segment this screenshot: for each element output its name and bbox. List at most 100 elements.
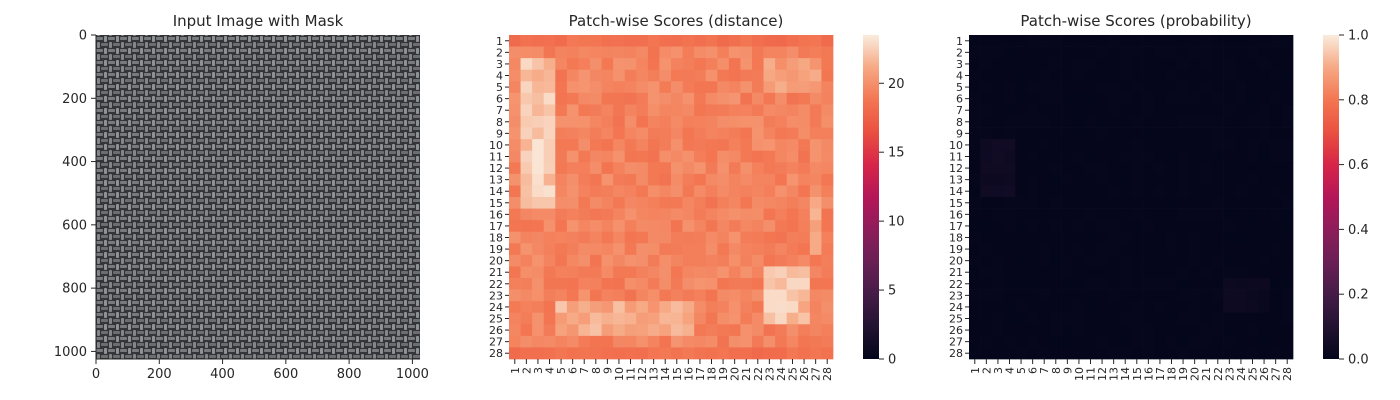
y-tick-label: 20 bbox=[949, 255, 963, 268]
heatmap-cell bbox=[613, 173, 626, 186]
heatmap-cell bbox=[1246, 266, 1259, 279]
heatmap-cell bbox=[682, 266, 695, 279]
heatmap-cell bbox=[694, 289, 707, 302]
y-tick-label: 7 bbox=[956, 104, 963, 117]
heatmap-cell bbox=[694, 243, 707, 256]
y-tick-label: 21 bbox=[489, 266, 503, 279]
heatmap-cell bbox=[740, 35, 753, 47]
heatmap-cell bbox=[613, 185, 626, 198]
heatmap-cell bbox=[786, 46, 799, 59]
heatmap-cell bbox=[1246, 243, 1259, 256]
heatmap-cell bbox=[1154, 150, 1167, 163]
heatmap-cell bbox=[601, 266, 614, 279]
heatmap-cell bbox=[636, 58, 649, 71]
heatmap-cell bbox=[1223, 58, 1236, 71]
heatmap-cell bbox=[1235, 220, 1248, 233]
heatmap-cell bbox=[647, 243, 660, 256]
y-tick-label: 5 bbox=[496, 81, 503, 94]
heatmap-cell bbox=[566, 81, 579, 94]
heatmap-cell bbox=[1177, 208, 1190, 221]
heatmap-cell bbox=[992, 347, 1005, 360]
heatmap-cell bbox=[740, 208, 753, 221]
heatmap-cell bbox=[590, 231, 602, 244]
heatmap-cell bbox=[980, 243, 993, 256]
y-tick-label: 10 bbox=[949, 139, 963, 152]
heatmap-cell bbox=[1107, 127, 1120, 140]
heatmap-cell bbox=[578, 289, 591, 302]
heatmap-cell bbox=[509, 220, 521, 233]
heatmap-cell bbox=[992, 324, 1005, 337]
heatmap-cell bbox=[1096, 312, 1109, 325]
heatmap-cell bbox=[821, 58, 834, 71]
heatmap-cell bbox=[980, 324, 993, 337]
heatmap-cell bbox=[601, 127, 614, 140]
colorbar-tick-label: 10 bbox=[888, 215, 905, 230]
heatmap-cell bbox=[1003, 150, 1016, 163]
heatmap-cell bbox=[601, 324, 614, 337]
heatmap-cell bbox=[1212, 116, 1224, 128]
heatmap-cell bbox=[1200, 347, 1213, 360]
heatmap-cell bbox=[1212, 185, 1224, 198]
heatmap-cell bbox=[509, 81, 521, 94]
heatmap-cell bbox=[821, 335, 834, 348]
heatmap-cell bbox=[671, 46, 683, 59]
heatmap-cell bbox=[1073, 81, 1086, 94]
heatmap-cell bbox=[1177, 254, 1190, 267]
heatmap-cell bbox=[1038, 335, 1051, 348]
heatmap-cell bbox=[636, 335, 649, 348]
heatmap-cell bbox=[1223, 312, 1236, 325]
probability-colorbar-ticks: 0.00.20.40.60.81.0 bbox=[1339, 29, 1369, 368]
heatmap-cell bbox=[1281, 347, 1294, 360]
heatmap-cell bbox=[1119, 162, 1132, 175]
heatmap-cell bbox=[590, 127, 602, 140]
heatmap-cell bbox=[543, 347, 556, 360]
heatmap-cell bbox=[671, 301, 683, 314]
heatmap-cell bbox=[740, 185, 753, 198]
colorbar-tick-label: 5 bbox=[888, 284, 896, 299]
heatmap-cell bbox=[752, 289, 764, 302]
heatmap-cell bbox=[717, 185, 730, 198]
heatmap-cell bbox=[682, 139, 695, 152]
x-tick-label: 28 bbox=[1281, 367, 1294, 381]
heatmap-cell bbox=[821, 35, 834, 47]
heatmap-cell bbox=[659, 324, 672, 337]
heatmap-cell bbox=[1073, 254, 1086, 267]
heatmap-cell bbox=[578, 266, 591, 279]
heatmap-cell bbox=[1200, 69, 1213, 82]
heatmap-cell bbox=[578, 173, 591, 186]
heatmap-cell bbox=[1038, 278, 1051, 290]
heatmap-cell bbox=[1003, 81, 1016, 94]
heatmap-cell bbox=[1096, 220, 1109, 233]
heatmap-cell bbox=[1050, 58, 1062, 71]
heatmap-cell bbox=[821, 150, 834, 163]
heatmap-cell bbox=[636, 46, 649, 59]
heatmap-cell bbox=[1154, 254, 1167, 267]
heatmap-cell bbox=[1142, 150, 1155, 163]
heatmap-cell bbox=[532, 220, 545, 233]
heatmap-cell bbox=[1073, 69, 1086, 82]
heatmap-cell bbox=[613, 220, 626, 233]
heatmap-cell bbox=[775, 150, 788, 163]
colorbar-tick-label: 20 bbox=[888, 77, 905, 92]
heatmap-cell bbox=[786, 104, 799, 117]
heatmap-cell bbox=[1003, 162, 1016, 175]
heatmap-cell bbox=[992, 208, 1005, 221]
heatmap-cell bbox=[613, 150, 626, 163]
heatmap-cell bbox=[1269, 127, 1282, 140]
heatmap-cell bbox=[717, 46, 730, 59]
y-tick-label: 6 bbox=[496, 93, 503, 106]
heatmap-cell bbox=[740, 312, 753, 325]
heatmap-cell bbox=[1107, 208, 1120, 221]
heatmap-cell bbox=[1073, 197, 1086, 209]
heatmap-cell bbox=[728, 278, 741, 290]
y-tick-label: 27 bbox=[489, 336, 503, 349]
heatmap-cell bbox=[520, 58, 533, 71]
heatmap-cell bbox=[1096, 46, 1109, 59]
heatmap-cell bbox=[1084, 69, 1097, 82]
heatmap-cell bbox=[1188, 208, 1201, 221]
heatmap-cell bbox=[1281, 243, 1294, 256]
heatmap-cell bbox=[613, 104, 626, 117]
panel1-title: Input Image with Mask bbox=[173, 12, 344, 30]
heatmap-cell bbox=[1003, 197, 1016, 209]
